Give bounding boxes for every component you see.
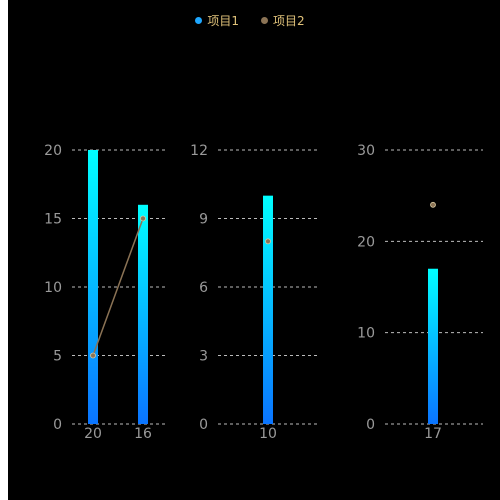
legend-marker-2 bbox=[261, 17, 268, 24]
y-tick-label-p2-3: 9 bbox=[199, 212, 208, 228]
y-tick-label-p1-1: 5 bbox=[53, 349, 62, 365]
x-tick-label-p2-0: 10 bbox=[259, 426, 277, 442]
legend-label-1: 项目1 bbox=[207, 14, 239, 28]
x-tick-label-p1-0: 20 bbox=[84, 426, 102, 442]
line-point-p3-0 bbox=[430, 201, 436, 208]
y-tick-label-p2-0: 0 bbox=[199, 417, 208, 433]
line-point-p1-0 bbox=[90, 352, 96, 359]
bar-p2-0 bbox=[263, 195, 273, 424]
x-tick-label-p3-0: 17 bbox=[424, 426, 442, 442]
line-point-p2-0 bbox=[265, 238, 271, 245]
y-tick-label-p3-0: 0 bbox=[366, 417, 375, 433]
y-tick-label-p1-3: 15 bbox=[44, 212, 62, 228]
x-tick-label-p1-1: 16 bbox=[134, 426, 152, 442]
y-tick-label-p1-4: 20 bbox=[44, 143, 62, 159]
line-point-p1-1 bbox=[140, 215, 146, 222]
bar-p3-0 bbox=[428, 268, 438, 424]
legend-marker-1 bbox=[195, 17, 203, 24]
y-tick-label-p3-3: 30 bbox=[357, 143, 375, 159]
legend-item-1[interactable]: 项目1 bbox=[195, 12, 239, 29]
series-line-p1 bbox=[92, 218, 144, 356]
legend-item-2[interactable]: 项目2 bbox=[261, 12, 305, 29]
legend-label-2: 项目2 bbox=[273, 14, 305, 28]
y-tick-label-p2-1: 3 bbox=[199, 349, 208, 365]
legend: 项目1 项目2 bbox=[0, 12, 500, 29]
bar-p1-0 bbox=[88, 150, 98, 424]
y-tick-label-p3-1: 10 bbox=[357, 326, 375, 342]
bar-p1-1 bbox=[138, 204, 148, 424]
y-tick-label-p1-0: 0 bbox=[53, 417, 62, 433]
y-tick-label-p2-2: 6 bbox=[199, 280, 208, 296]
y-tick-label-p3-2: 20 bbox=[357, 234, 375, 250]
y-tick-label-p2-4: 12 bbox=[190, 143, 208, 159]
y-tick-label-p1-2: 10 bbox=[44, 280, 62, 296]
